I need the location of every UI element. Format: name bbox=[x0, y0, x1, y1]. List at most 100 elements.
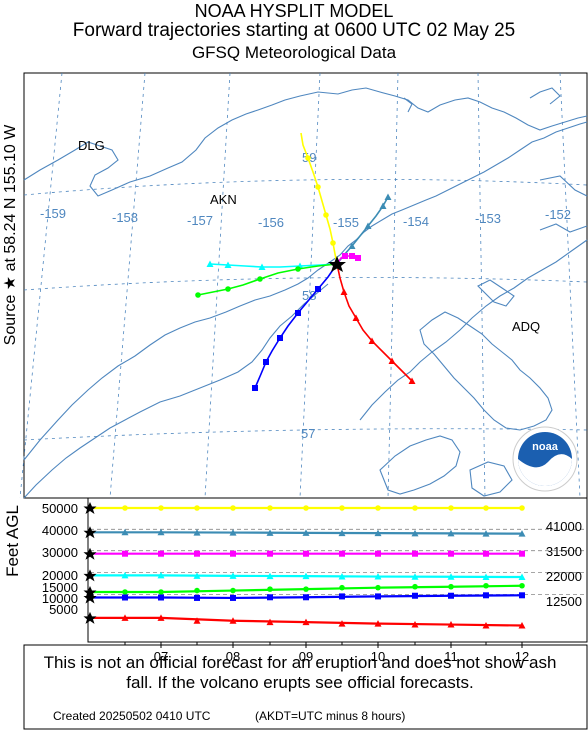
trajectory-point bbox=[349, 253, 355, 259]
graticule bbox=[19, 72, 588, 499]
vertical-point bbox=[412, 583, 418, 590]
trajectory-point bbox=[224, 261, 232, 268]
trajectory-point bbox=[206, 260, 214, 267]
y-tick-label: 15000 bbox=[42, 580, 78, 595]
logo-text: noaa bbox=[532, 441, 559, 453]
map-trajectory-5 bbox=[252, 263, 338, 391]
trajectory-point bbox=[368, 337, 376, 344]
start-star bbox=[83, 611, 97, 624]
vertical-point bbox=[374, 620, 382, 627]
vertical-point bbox=[122, 589, 128, 595]
timezone-note: (AKDT=UTC minus 8 hours) bbox=[255, 709, 406, 723]
right-height-labels: 41000 31500 22000 12500 bbox=[546, 519, 582, 609]
vertical-point bbox=[447, 621, 455, 628]
vertical-point bbox=[267, 586, 273, 592]
coastline bbox=[23, 87, 588, 499]
vertical-point bbox=[230, 550, 236, 557]
start-star bbox=[83, 569, 97, 582]
vertical-point bbox=[375, 593, 381, 600]
trajectory-point bbox=[295, 310, 301, 316]
vertical-point bbox=[374, 573, 382, 580]
vertical-point bbox=[518, 573, 526, 581]
trajectory-point bbox=[355, 255, 361, 261]
place-labels: DLG AKN ADQ bbox=[78, 138, 540, 334]
lon-label: -154 bbox=[403, 214, 429, 229]
vertical-point bbox=[194, 550, 200, 557]
disclaimer-text: This is not an official forecast for an … bbox=[43, 653, 557, 692]
start-star bbox=[83, 526, 97, 539]
vertical-series-blue bbox=[83, 591, 525, 604]
trajectory-point bbox=[323, 212, 329, 218]
start-star bbox=[83, 591, 97, 604]
vertical-point bbox=[338, 573, 346, 580]
vertical-point bbox=[194, 594, 200, 601]
start-star bbox=[83, 502, 97, 514]
trajectory-point bbox=[315, 184, 321, 190]
vertical-point bbox=[266, 572, 274, 580]
vertical-point bbox=[122, 550, 128, 557]
vertical-point bbox=[158, 550, 164, 557]
vertical-point bbox=[266, 618, 274, 626]
vertical-series-red bbox=[83, 611, 526, 629]
vertical-point bbox=[158, 505, 164, 511]
place-dlg: DLG bbox=[78, 138, 105, 153]
trajectory-point bbox=[258, 263, 266, 270]
vertical-point bbox=[157, 528, 165, 536]
lon-label: -156 bbox=[258, 215, 284, 230]
y-tick-label: 20000 bbox=[42, 568, 78, 583]
place-adq: ADQ bbox=[512, 319, 540, 334]
vertical-point bbox=[122, 505, 128, 511]
trajectory-point bbox=[330, 240, 336, 246]
source-marker bbox=[328, 256, 346, 272]
vertical-point bbox=[448, 550, 454, 557]
trajectory-point bbox=[315, 286, 321, 292]
trajectory-point bbox=[340, 288, 348, 295]
vertical-point bbox=[230, 505, 236, 511]
vertical-point bbox=[339, 505, 345, 511]
vertical-point bbox=[194, 505, 200, 511]
height-label: 12500 bbox=[546, 594, 582, 609]
x-tick-label: 11 bbox=[444, 649, 458, 664]
vertical-point bbox=[193, 617, 201, 624]
vertical-point bbox=[157, 571, 165, 579]
lon-label: -155 bbox=[333, 215, 359, 230]
vertical-point bbox=[448, 583, 454, 590]
trajectory-point bbox=[277, 335, 283, 341]
vertical-point bbox=[338, 529, 346, 537]
vertical-series-green bbox=[83, 582, 525, 598]
lon-label: -159 bbox=[40, 206, 66, 221]
vertical-panel: 50000 40000 30000 20000 15000 10000 5000… bbox=[42, 497, 588, 664]
vertical-point bbox=[303, 594, 309, 601]
vertical-point bbox=[448, 505, 454, 511]
vertical-point bbox=[412, 550, 418, 557]
vertical-point bbox=[303, 550, 309, 557]
vertical-point bbox=[303, 505, 309, 511]
trajectory-point bbox=[225, 286, 231, 292]
vertical-point bbox=[193, 572, 201, 579]
map-trajectory-2 bbox=[336, 253, 361, 265]
vertical-series-yellow bbox=[83, 502, 525, 514]
vertical-point bbox=[339, 593, 345, 600]
vertical-point bbox=[267, 594, 273, 601]
vertical-point bbox=[302, 529, 310, 536]
vertical-point bbox=[338, 620, 346, 627]
vertical-point bbox=[229, 617, 237, 624]
vertical-series-magenta bbox=[83, 547, 525, 560]
trajectory-point bbox=[388, 357, 396, 364]
vertical-profile-lines bbox=[83, 502, 585, 629]
vertical-point bbox=[411, 529, 419, 537]
vertical-point bbox=[375, 584, 381, 591]
trajectory-paths bbox=[195, 132, 416, 391]
x-tick-label: 10 bbox=[371, 649, 385, 664]
x-tick-label: 07 bbox=[154, 649, 168, 664]
lat-label: 57 bbox=[301, 426, 315, 441]
vertical-point bbox=[412, 592, 418, 599]
y-tick-labels: 50000 40000 30000 20000 15000 10000 5000 bbox=[42, 501, 78, 617]
lon-label: -152 bbox=[545, 207, 571, 222]
vertical-point bbox=[483, 505, 489, 511]
vertical-series-steelblue bbox=[83, 526, 526, 539]
vertical-point bbox=[302, 618, 310, 626]
trajectory-point bbox=[263, 359, 269, 365]
vertical-point bbox=[266, 529, 274, 536]
